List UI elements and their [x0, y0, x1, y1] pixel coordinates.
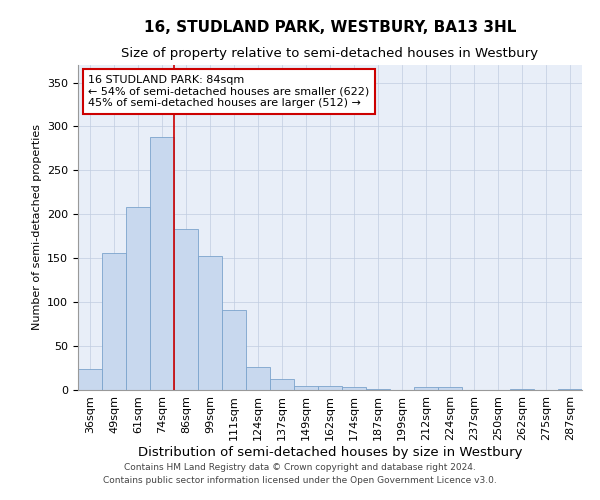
Bar	[102, 253, 126, 390]
Text: 16 STUDLAND PARK: 84sqm
← 54% of semi-detached houses are smaller (622)
45% of s: 16 STUDLAND PARK: 84sqm ← 54% of semi-de…	[88, 74, 370, 108]
Bar	[198, 256, 222, 390]
Text: 16, STUDLAND PARK, WESTBURY, BA13 3HL: 16, STUDLAND PARK, WESTBURY, BA13 3HL	[144, 20, 516, 35]
Text: Contains public sector information licensed under the Open Government Licence v3: Contains public sector information licen…	[103, 476, 497, 485]
Bar	[318, 386, 342, 390]
Bar	[78, 369, 102, 390]
Bar	[270, 378, 294, 390]
Bar	[342, 388, 366, 390]
Text: Size of property relative to semi-detached houses in Westbury: Size of property relative to semi-detach…	[121, 48, 539, 60]
Bar	[126, 208, 150, 390]
Bar	[174, 230, 198, 390]
X-axis label: Distribution of semi-detached houses by size in Westbury: Distribution of semi-detached houses by …	[138, 446, 522, 458]
Bar	[294, 386, 318, 390]
Bar	[558, 389, 582, 390]
Bar	[510, 389, 534, 390]
Bar	[150, 137, 174, 390]
Bar	[414, 388, 438, 390]
Y-axis label: Number of semi-detached properties: Number of semi-detached properties	[32, 124, 41, 330]
Bar	[246, 367, 270, 390]
Text: Contains HM Land Registry data © Crown copyright and database right 2024.: Contains HM Land Registry data © Crown c…	[124, 464, 476, 472]
Bar	[438, 388, 462, 390]
Bar	[222, 310, 246, 390]
Bar	[366, 389, 390, 390]
